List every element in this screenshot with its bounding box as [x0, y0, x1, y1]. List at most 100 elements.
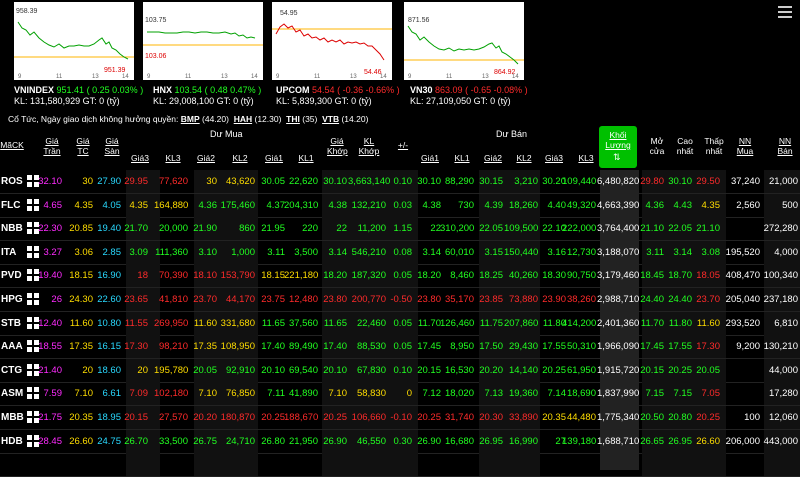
hnx-pct: 0.47% — [230, 85, 256, 95]
cell-klk: 106,660 — [351, 412, 386, 423]
symbol-cell[interactable]: NBB — [1, 223, 23, 235]
header-floor[interactable]: Giá Sàn — [104, 136, 120, 156]
cell-bg — [479, 311, 540, 335]
table-row[interactable]: ITA 3.27 3.06 2.85 3.09 111,360 3.10 1,000 3.11 3… — [0, 240, 800, 265]
header-ask-vol3[interactable]: KL3 — [578, 153, 594, 163]
cell-nnb: 100,340 — [763, 270, 798, 282]
detail-grid-icon[interactable] — [27, 198, 39, 211]
table-row[interactable] — [0, 453, 800, 477]
hamburger-menu-icon[interactable] — [778, 6, 792, 18]
symbol-cell[interactable]: CTG — [1, 364, 23, 376]
symbol-cell[interactable]: HDB — [1, 435, 23, 447]
header-change[interactable]: +/- — [397, 140, 409, 150]
table-row[interactable]: AAA 18.55 17.35 16.15 17.30 98,210 17.35 108,95… — [0, 335, 800, 360]
table-row[interactable]: FLC 4.65 4.35 4.05 4.35 164,880 4.36 175,460 4.3… — [0, 193, 800, 218]
cell-pm: 0.05 — [393, 317, 413, 329]
header-bid-price3[interactable]: Giá3 — [131, 153, 149, 163]
cell-nnb: 4,000 — [774, 246, 798, 258]
dividend-link-hah[interactable]: HAH — [233, 114, 253, 124]
cell-bg — [479, 429, 540, 453]
cell-nnb: 21,000 — [768, 176, 798, 187]
header-ask-vol2[interactable]: KL2 — [516, 153, 532, 163]
cell-klk: 11,200 — [357, 223, 386, 235]
cell-cao: 7.15 — [673, 388, 693, 400]
header-match-price[interactable]: Giá Khớp — [327, 136, 348, 156]
header-ask-price2[interactable]: Giá2 — [484, 153, 502, 163]
cell-cao: 11.80 — [668, 317, 692, 329]
header-bid-vol1[interactable]: KL1 — [298, 153, 314, 163]
cell-sk1: 16,680 — [444, 435, 474, 447]
cell-b2: 18.10 — [193, 270, 217, 282]
header-match-vol[interactable]: KL Khớp — [358, 136, 380, 156]
dividend-link-thi[interactable]: THI — [286, 114, 300, 124]
detail-grid-icon[interactable] — [27, 245, 39, 258]
cell-klk: 132,210 — [351, 199, 386, 211]
cell-kl: 3,764,400 — [597, 223, 640, 235]
symbol-cell[interactable]: HPG — [1, 294, 23, 305]
cell-nnm: 293,520 — [725, 317, 760, 329]
table-row[interactable]: ASM 7.59 7.10 6.61 7.09 102,180 7.10 76,850 7.11… — [0, 382, 800, 407]
cell-pm: 0 — [406, 388, 412, 400]
cell-kl: 2,988,710 — [597, 294, 640, 305]
header-reference[interactable]: Giá TC — [76, 136, 90, 156]
detail-grid-icon[interactable] — [27, 293, 39, 305]
table-row[interactable]: MBB 21.75 20.35 18.95 20.15 27,570 20.20 180,87… — [0, 406, 800, 430]
header-volume-highlight[interactable]: Khối Lượng ⇅ — [599, 126, 637, 168]
table-row[interactable]: NBB 22.30 20.85 19.40 21.70 20,000 21.90 860 21.… — [0, 217, 800, 242]
header-ceiling[interactable]: Giá Trần — [43, 136, 61, 156]
detail-grid-icon[interactable] — [27, 411, 39, 423]
cell-bg — [194, 193, 258, 217]
detail-grid-icon[interactable] — [27, 175, 39, 187]
cell-sk2: 207,860 — [504, 317, 539, 329]
detail-grid-icon[interactable] — [27, 340, 39, 353]
detail-grid-icon[interactable] — [27, 222, 39, 235]
symbol-cell[interactable] — [0, 453, 25, 476]
header-foreign-buy[interactable]: NN Mua — [736, 136, 754, 156]
table-row[interactable]: HPG 26 24.30 22.60 23.65 41,810 23.70 44,170 23.… — [0, 288, 800, 312]
cell-bg — [126, 193, 160, 217]
symbol-cell[interactable]: MBB — [1, 412, 24, 423]
svg-text:11: 11 — [314, 74, 321, 80]
cell-khop: 17.40 — [323, 341, 347, 353]
detail-grid-icon[interactable] — [27, 363, 39, 376]
cell-mo: 17.45 — [640, 341, 664, 353]
symbol-cell[interactable]: PVD — [1, 270, 22, 282]
symbol-cell[interactable]: AAA — [1, 341, 23, 353]
symbol-cell[interactable]: STB — [1, 317, 21, 329]
symbol-cell[interactable]: ASM — [1, 388, 24, 400]
cell-sk2: 29,430 — [508, 341, 538, 353]
header-symbol[interactable]: MãCK — [0, 140, 24, 150]
cell-bg — [479, 264, 540, 288]
detail-grid-icon[interactable] — [27, 269, 39, 282]
header-ask-price3[interactable]: Giá3 — [545, 153, 563, 163]
header-bid-price2[interactable]: Giá2 — [197, 153, 215, 163]
header-ask-vol1[interactable]: KL1 — [454, 153, 470, 163]
header-bid-price1[interactable]: Giá1 — [265, 153, 283, 163]
hnx-summary: HNX 103.54 ( 0.48 0.47% ) KL: 29,008,100… — [153, 85, 262, 106]
dividend-link-bmp[interactable]: BMP — [180, 114, 200, 124]
cell-sk3: 109,440 — [562, 176, 597, 187]
symbol-cell[interactable]: ROS — [1, 176, 23, 187]
detail-grid-icon[interactable] — [27, 434, 39, 447]
dividend-link-vtb[interactable]: VTB — [322, 114, 340, 124]
symbol-cell[interactable]: FLC — [1, 199, 21, 211]
cell-s3: 20.25 — [542, 364, 566, 376]
table-row[interactable]: CTG 21.40 20 18.60 20 195,780 20.05 92,910 20.10… — [0, 358, 800, 383]
detail-grid-icon[interactable] — [27, 316, 39, 329]
cell-s2 — [477, 453, 503, 476]
cell-sk3: 38,260 — [566, 294, 596, 305]
cell-bk2: 175,460 — [220, 199, 255, 211]
table-row[interactable]: STB 12.40 11.60 10.80 11.55 269,950 11.60 331,6… — [0, 311, 800, 336]
table-row[interactable]: ROS 32.10 30 27.90 29.95 77,620 30 43,620 30.05 2… — [0, 170, 800, 194]
header-ask-price1[interactable]: Giá1 — [421, 153, 439, 163]
detail-grid-icon[interactable] — [27, 387, 39, 400]
header-bid-vol2[interactable]: KL2 — [232, 153, 248, 163]
header-bid-vol3[interactable]: KL3 — [165, 153, 181, 163]
cell-mo: 7.15 — [645, 388, 665, 400]
table-row[interactable]: PVD 19.40 18.15 16.90 18 70,390 18.10 153,790 18… — [0, 264, 800, 289]
header-low: Thấp nhất — [704, 136, 724, 156]
table-row[interactable]: HDB 28.45 26.60 24.75 26.70 33,500 26.75 24,710… — [0, 429, 800, 454]
symbol-cell[interactable]: ITA — [1, 246, 17, 258]
header-foreign-sell[interactable]: NN Bán — [777, 136, 793, 156]
cell-sk2: 16,990 — [508, 435, 538, 447]
